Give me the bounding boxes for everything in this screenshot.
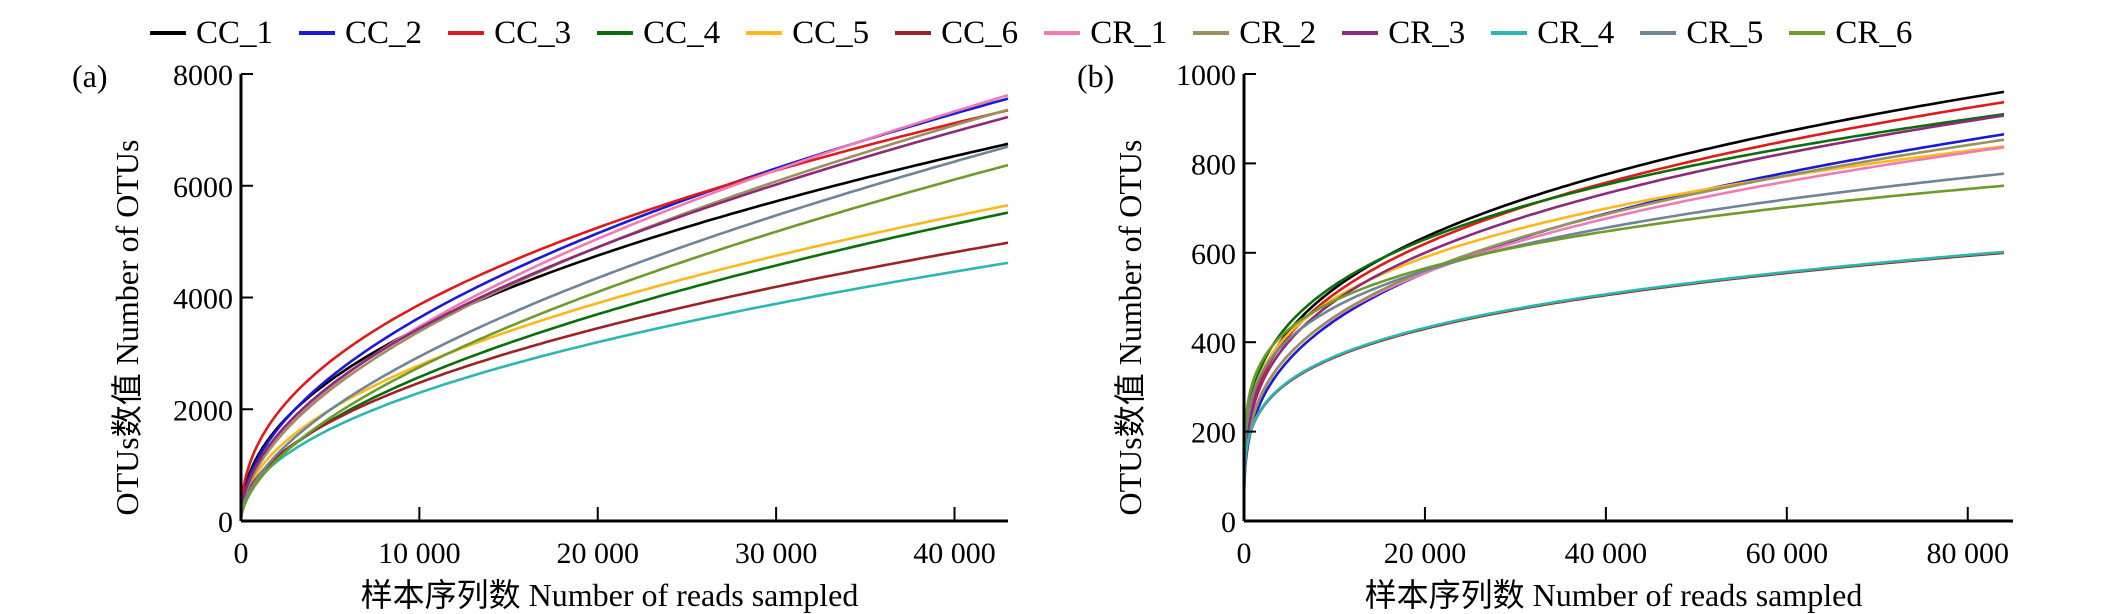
panel-label: (b) xyxy=(1077,58,1114,94)
legend-swatch xyxy=(1342,31,1379,35)
panel-label: (a) xyxy=(72,58,108,94)
legend-label: CR_6 xyxy=(1835,14,1913,51)
series-line-cr-2 xyxy=(239,108,1009,522)
x-tick-label: 0 xyxy=(234,537,249,570)
panel-b: (b) 0 200 400 600 800 1000 0 20 000 40 000 60 000 8… xyxy=(1077,58,2013,613)
legend-label: CC_5 xyxy=(792,14,870,51)
x-tick-label: 20 000 xyxy=(556,537,639,570)
y-tick-label: 800 xyxy=(1191,148,1236,181)
panel-a: (a) 0 2000 4000 6000 8000 0 10 000 20 000 30 000 4… xyxy=(72,58,1009,613)
legend-item-cr-5: CR_5 xyxy=(1640,15,1763,52)
series-line-cr-4 xyxy=(239,261,1009,522)
legend-swatch xyxy=(1789,31,1826,35)
legend-label: CR_2 xyxy=(1239,14,1317,51)
legend-item-cr-4: CR_4 xyxy=(1491,15,1614,52)
legend-swatch xyxy=(597,31,634,35)
series-line-cr-1 xyxy=(1242,146,2005,522)
series-line-cr-6 xyxy=(1242,184,2005,522)
series-line-cr-6 xyxy=(239,163,1009,522)
y-axis-title: OTUs数值 Number of OTUs xyxy=(109,140,145,516)
legend-swatch xyxy=(448,31,485,35)
legend-item-cr-2: CR_2 xyxy=(1193,15,1316,52)
y-tick-label: 400 xyxy=(1191,327,1236,360)
legend-label: CR_1 xyxy=(1090,14,1168,51)
y-axis-title: OTUs数值 Number of OTUs xyxy=(1112,140,1148,516)
legend-item-cr-3: CR_3 xyxy=(1342,15,1465,52)
legend-swatch xyxy=(299,31,336,35)
legend-swatch xyxy=(746,31,783,35)
series-line-cr-5 xyxy=(239,145,1009,522)
series-line-cc-5 xyxy=(239,204,1009,522)
chart-legend: CC_1 CC_2 CC_3 CC_4 CC_5 CC_6 CR_1 CR_2 CR_3 CR_4… xyxy=(150,8,1938,58)
legend-label: CC_4 xyxy=(643,14,721,51)
y-tick-label: 200 xyxy=(1191,417,1236,450)
series-line-cc-2 xyxy=(239,97,1009,522)
series-line-cc-1 xyxy=(1242,90,2005,522)
legend-swatch xyxy=(1491,31,1528,35)
series-line-cr-1 xyxy=(239,93,1009,522)
legend-item-cc-4: CC_4 xyxy=(597,15,720,52)
series-line-cr-2 xyxy=(1242,138,2005,522)
x-tick-label: 60 000 xyxy=(1746,537,1829,570)
series-line-cc-2 xyxy=(1242,133,2005,522)
y-tick-label: 2000 xyxy=(173,394,233,427)
x-tick-label: 40 000 xyxy=(1565,537,1648,570)
x-tick-label: 20 000 xyxy=(1384,537,1467,570)
legend-label: CR_5 xyxy=(1686,14,1764,51)
legend-swatch xyxy=(1044,31,1081,35)
series-line-cc-6 xyxy=(239,241,1009,522)
x-tick-label: 10 000 xyxy=(378,537,461,570)
legend-item-cc-2: CC_2 xyxy=(299,15,422,52)
series-line-cc-5 xyxy=(1242,145,2005,522)
y-tick-label: 6000 xyxy=(173,171,233,204)
x-tick-label: 0 xyxy=(1237,537,1252,570)
x-tick-label: 40 000 xyxy=(913,537,996,570)
y-tick-label: 0 xyxy=(218,506,233,539)
legend-swatch xyxy=(895,31,932,35)
x-tick-label: 30 000 xyxy=(735,537,818,570)
y-tick-label: 0 xyxy=(1221,506,1236,539)
y-tick-label: 4000 xyxy=(173,283,233,316)
y-tick-label: 600 xyxy=(1191,238,1236,271)
legend-item-cc-3: CC_3 xyxy=(448,15,571,52)
x-axis-title: 样本序列数 Number of reads sampled xyxy=(361,577,859,613)
legend-label: CC_3 xyxy=(494,14,572,51)
legend-swatch xyxy=(150,31,186,35)
series-line-cr-4 xyxy=(1242,250,2005,522)
legend-swatch xyxy=(1640,31,1677,35)
x-axis-title: 样本序列数 Number of reads sampled xyxy=(1365,577,1863,613)
y-tick-label: 1000 xyxy=(1176,59,1236,92)
legend-item-cc-1: CC_1 xyxy=(150,15,273,52)
series-line-cc-3 xyxy=(239,109,1009,522)
series-line-cr-3 xyxy=(1242,114,2005,522)
y-tick-label: 8000 xyxy=(173,59,233,92)
legend-label: CC_2 xyxy=(345,14,423,51)
legend-item-cc-5: CC_5 xyxy=(746,15,869,52)
legend-label: CR_4 xyxy=(1537,14,1615,51)
legend-item-cr-1: CR_1 xyxy=(1044,15,1167,52)
legend-label: CC_6 xyxy=(941,14,1019,51)
legend-item-cr-6: CR_6 xyxy=(1789,15,1912,52)
series-line-cr-3 xyxy=(239,115,1009,522)
x-tick-label: 80 000 xyxy=(1927,537,2010,570)
legend-item-cc-6: CC_6 xyxy=(895,15,1018,52)
legend-swatch xyxy=(1193,31,1230,35)
legend-label: CC_1 xyxy=(196,14,274,51)
series-line-cc-4 xyxy=(1242,112,2005,522)
legend-label: CR_3 xyxy=(1388,14,1466,51)
series-line-cc-3 xyxy=(1242,100,2005,522)
series-line-cc-1 xyxy=(239,142,1009,522)
